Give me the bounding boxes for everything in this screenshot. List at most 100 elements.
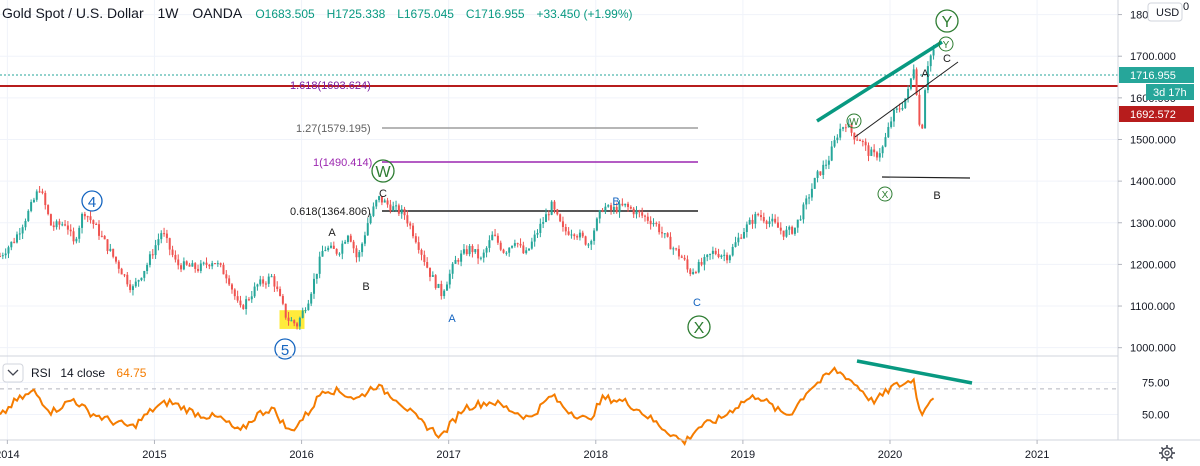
candle-body — [49, 214, 52, 226]
ohlc-change: +33.450 (+1.99%) — [536, 7, 632, 21]
candle-body — [808, 197, 811, 199]
candle-body — [35, 191, 38, 200]
collapse-button[interactable] — [2, 363, 24, 383]
candle-body — [55, 221, 58, 228]
candle-body — [361, 243, 364, 253]
candle-body — [412, 225, 415, 237]
candle-body — [406, 215, 409, 224]
candle-body — [279, 288, 282, 296]
candle-body — [584, 236, 587, 245]
candle-body — [205, 262, 208, 265]
last-price-tag — [1119, 67, 1194, 83]
candle-body — [570, 234, 573, 236]
teal-trendline-price[interactable] — [816, 40, 943, 123]
candle-body — [211, 263, 214, 267]
teal-trendline-rsi[interactable] — [856, 359, 973, 385]
candle-body — [338, 253, 341, 255]
wave-a2-label: A — [448, 313, 456, 325]
wave-b3-label: B — [933, 190, 940, 202]
ohlc-low: L1675.045 — [397, 7, 454, 21]
candle-body — [680, 256, 683, 258]
candle-body — [378, 196, 381, 201]
candle-body — [168, 238, 171, 250]
candle-body — [567, 231, 570, 235]
candle-body — [310, 293, 313, 304]
candle-body — [516, 243, 519, 245]
candle-body — [247, 299, 250, 301]
candle-body — [547, 214, 550, 216]
candle-body — [762, 217, 765, 222]
rsi-legend[interactable]: RSI 14 close 64.75 — [2, 363, 147, 383]
ohlc-open: O1683.505 — [255, 7, 315, 21]
candle-body — [191, 263, 194, 267]
candle-body — [194, 263, 197, 269]
candle-body — [4, 253, 7, 256]
candle-body — [366, 223, 369, 236]
candle-body — [714, 250, 717, 254]
candle-body — [129, 284, 132, 291]
time-tick-label: 2016 — [289, 449, 313, 461]
wedge-lower-line[interactable] — [881, 176, 971, 179]
candle-body — [1, 255, 4, 257]
candle-body — [604, 206, 607, 212]
candle-body — [627, 203, 630, 207]
candle-body — [174, 254, 177, 260]
currency-button[interactable]: USD — [1147, 2, 1183, 22]
settings-gear-icon[interactable] — [1159, 445, 1175, 461]
candle-body — [878, 153, 881, 158]
candle-body — [146, 264, 149, 271]
candle-body — [228, 278, 231, 285]
rsi-tick-label: 50.00 — [1142, 409, 1170, 421]
candle-body — [513, 243, 516, 246]
candle-body — [30, 202, 33, 211]
candle-body — [726, 254, 729, 261]
candle-body — [830, 146, 833, 161]
candle-body — [403, 209, 406, 216]
candle-body — [106, 239, 109, 251]
symbol-name: Gold Spot / U.S. Dollar — [2, 5, 144, 21]
wave-a3-label: A — [921, 68, 929, 80]
candle-body — [802, 204, 805, 220]
candle-body — [426, 262, 429, 268]
svg-text:RSI 14 close 64.75: RSI 14 close 64.75 — [31, 366, 147, 380]
candle-body — [816, 171, 819, 178]
fib-label-1618: 1.618(1693.624) — [290, 80, 371, 92]
fib-label-127: 1.27(1579.195) — [296, 123, 371, 135]
candle-body — [236, 296, 239, 301]
candle-body — [776, 222, 779, 228]
candle-body — [805, 198, 808, 205]
candle-body — [624, 203, 627, 206]
candle-body — [375, 200, 378, 207]
candle-body — [666, 233, 669, 237]
candle-body — [273, 276, 276, 287]
candle-body — [734, 242, 737, 247]
wave-W-circle — [371, 159, 395, 183]
red-level-tag — [1119, 106, 1194, 122]
candle-body — [276, 286, 279, 289]
candle-body — [511, 245, 514, 248]
candle-body — [731, 246, 734, 256]
wedge-upper-line[interactable] — [854, 61, 959, 138]
candle-body — [137, 280, 140, 282]
wave-c2-label: C — [693, 297, 701, 309]
candle-body — [875, 152, 878, 158]
candle-body — [160, 233, 163, 240]
candle-body — [743, 232, 746, 239]
candle-body — [895, 108, 898, 110]
candle-body — [748, 219, 751, 225]
candle-body — [335, 248, 338, 254]
candle-body — [134, 281, 137, 287]
last-price-label: 1716.955 — [1130, 70, 1176, 82]
symbol-interval: 1W — [158, 5, 180, 21]
price-tick-label: 1200.000 — [1130, 259, 1176, 271]
candle-body — [380, 196, 383, 203]
wave-W-label: W — [375, 164, 391, 181]
candle-body — [21, 227, 24, 234]
wave-5-label: 5 — [281, 342, 289, 359]
candle-body — [887, 127, 890, 138]
wave-b2-label: B — [612, 196, 619, 208]
symbol-legend[interactable]: Gold Spot / U.S. Dollar 1W OANDA O1683.5… — [2, 5, 633, 21]
candle-body — [346, 235, 349, 242]
candle-body — [697, 262, 700, 273]
rsi-axis-labels: 50.00 75.00 — [1142, 378, 1170, 422]
